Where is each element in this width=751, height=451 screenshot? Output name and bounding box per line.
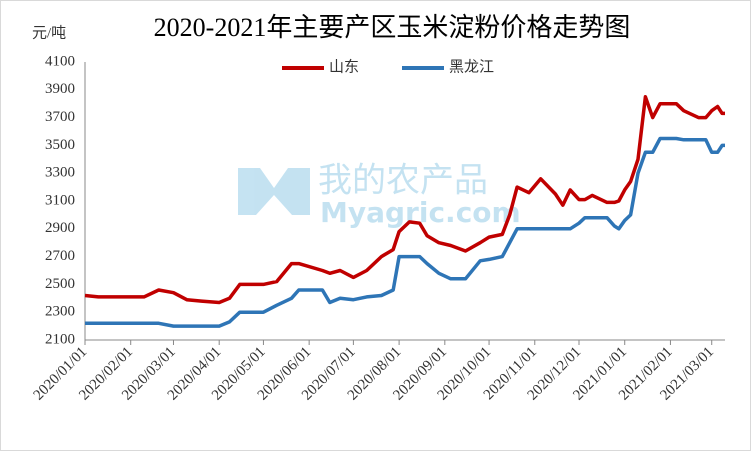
y-tick-label: 2900 bbox=[45, 220, 75, 236]
watermark-logo bbox=[238, 168, 310, 215]
legend-label: 黑龙江 bbox=[449, 58, 494, 75]
y-tick-label: 2700 bbox=[45, 248, 75, 264]
y-tick-label: 3700 bbox=[45, 109, 75, 125]
y-tick-label: 2100 bbox=[45, 331, 75, 347]
chart-title: 2020-2021年主要产区玉米淀粉价格走势图 bbox=[154, 13, 631, 42]
watermark: 我的农产品 Myagric.com bbox=[238, 161, 521, 229]
watermark-cn: 我的农产品 bbox=[318, 161, 488, 201]
y-tick-label: 3900 bbox=[45, 81, 75, 97]
line-series bbox=[84, 95, 725, 305]
y-tick-label: 3100 bbox=[45, 192, 75, 208]
line-series bbox=[85, 136, 725, 328]
legend-label: 山东 bbox=[329, 58, 359, 75]
y-tick-label: 3300 bbox=[45, 165, 75, 181]
y-tick-label: 2300 bbox=[45, 304, 75, 320]
y-tick-label: 4100 bbox=[45, 53, 75, 69]
y-axis-label: 元/吨 bbox=[32, 24, 66, 41]
y-tick-label: 3500 bbox=[45, 137, 75, 153]
y-tick-label: 2500 bbox=[45, 276, 75, 292]
